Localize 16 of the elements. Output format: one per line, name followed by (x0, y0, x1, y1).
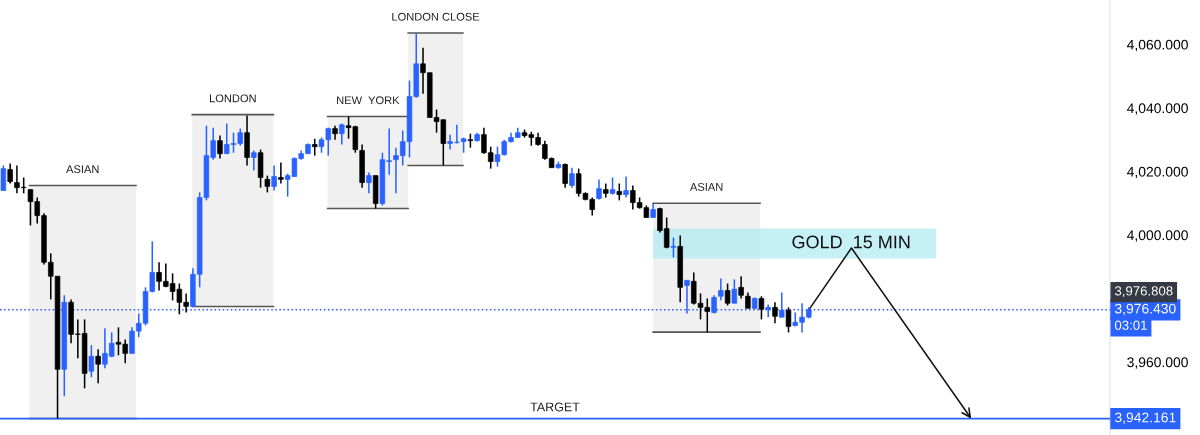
y-tick-label: 4,000.000 (1126, 230, 1188, 242)
band-label: LONDON CLOSE (392, 12, 480, 21)
band-label: NEW YORK (337, 96, 400, 105)
band-label: ASIAN (66, 165, 99, 174)
text: 3,976.808 (1114, 286, 1173, 298)
annotation: TARGET (530, 402, 580, 412)
text: 03:01 (1114, 320, 1147, 330)
y-tick-label: 3,960.000 (1127, 357, 1188, 369)
ref-line-label: 3,976.430 (1114, 303, 1176, 316)
band-label: GOLD 15 MIN (792, 235, 910, 249)
y-tick-label: 4,040.000 (1126, 103, 1188, 115)
y-tick-label: 4,020.000 (1126, 166, 1188, 179)
ref-line-label: 3,942.161 (1114, 412, 1176, 424)
band-label: LONDON (209, 94, 256, 103)
band-label: ASIAN (689, 182, 723, 191)
y-tick-label: 4,060.000 (1126, 39, 1188, 52)
